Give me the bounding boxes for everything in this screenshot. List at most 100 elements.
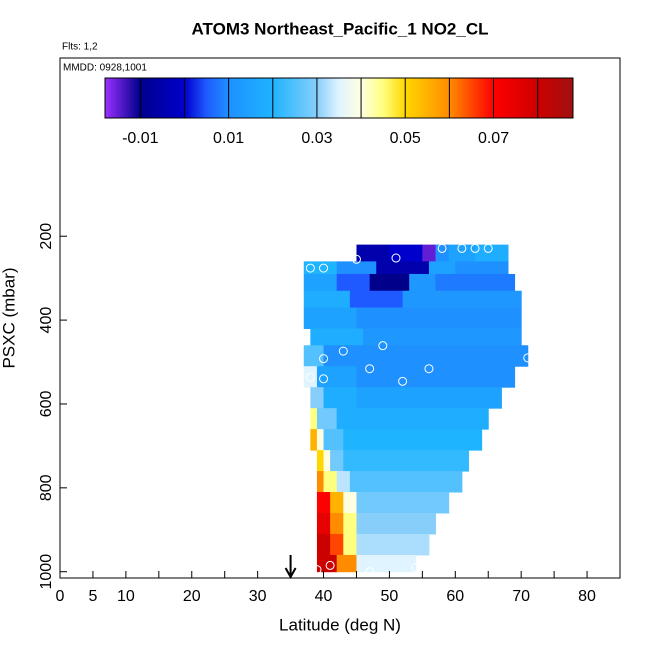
heat-cell	[316, 513, 331, 535]
plot-frame	[59, 57, 621, 579]
sample-point	[292, 270, 302, 280]
x-tick-label: 20	[183, 588, 201, 605]
heat-cell	[475, 244, 509, 262]
heat-cell	[316, 471, 325, 493]
sample-point	[325, 560, 335, 570]
y-tick-label: 800	[38, 474, 55, 501]
x-tick-label: 40	[315, 588, 333, 605]
heat-cell	[435, 244, 450, 262]
x-tick-label: 0	[56, 588, 65, 605]
heat-cell	[356, 307, 522, 329]
heat-cell	[336, 408, 489, 430]
heat-cell	[303, 273, 338, 292]
heat-cell	[310, 387, 325, 409]
flights-note: Flts: 1,2	[62, 42, 98, 53]
y-tick-label: 400	[38, 307, 55, 334]
colorbar-tick-label: 0.01	[213, 130, 244, 147]
sample-point	[319, 263, 329, 273]
heat-cell	[343, 492, 357, 514]
sample-point	[483, 243, 493, 253]
chart-title: ATOM3 Northeast_Pacific_1 NO2_CL	[192, 19, 489, 38]
heat-cell	[343, 429, 483, 451]
heat-cell	[316, 366, 357, 388]
sample-point	[365, 567, 375, 577]
heat-cell	[323, 450, 331, 472]
sample-point	[437, 243, 447, 253]
x-axis-label: Latitude (deg N)	[279, 615, 401, 634]
heat-cell	[389, 244, 423, 262]
heat-cell	[363, 328, 522, 346]
colorbar-tick-label: 0.03	[301, 130, 332, 147]
heat-cell	[336, 554, 357, 573]
x-tick-label: 70	[512, 588, 530, 605]
heat-cell	[336, 273, 371, 292]
heat-cell	[343, 533, 357, 556]
x-tick-label: 60	[446, 588, 464, 605]
heat-cell	[316, 408, 338, 430]
sample-point	[470, 243, 480, 253]
heat-cell	[330, 450, 344, 472]
sample-point	[338, 346, 348, 356]
heat-cell	[435, 273, 516, 292]
heat-cell	[448, 244, 476, 262]
sample-point	[319, 354, 329, 364]
heat-cell	[356, 492, 450, 514]
heat-cell	[316, 429, 325, 451]
sample-point	[319, 374, 329, 384]
heat-cell	[323, 471, 338, 493]
heat-cell	[303, 345, 325, 367]
y-axis-label: PSXC (mbar)	[0, 267, 18, 368]
heat-cell	[369, 273, 410, 292]
y-tick-label: 600	[38, 391, 55, 418]
heat-cell	[330, 533, 344, 556]
y-tick-label: 200	[38, 223, 55, 250]
sample-point	[312, 565, 322, 575]
heat-cell	[349, 471, 463, 493]
heat-cell	[356, 554, 417, 573]
y-tick-label: 1000	[38, 554, 55, 590]
heat-cell	[402, 290, 522, 309]
dates-note: MMDD: 0928,1001	[63, 63, 147, 74]
heat-cell	[336, 261, 377, 275]
heat-cell	[356, 366, 516, 388]
heat-cell	[330, 492, 344, 514]
sample-point	[305, 372, 315, 382]
sample-point	[457, 243, 467, 253]
heat-cell	[303, 290, 351, 309]
sample-point	[510, 243, 520, 253]
heat-cell	[428, 261, 456, 275]
heat-cell	[336, 471, 351, 493]
heat-cell	[376, 261, 430, 275]
heat-cell	[356, 513, 437, 535]
sample-point	[523, 353, 533, 363]
heat-cell	[422, 244, 437, 262]
heat-cell	[349, 290, 404, 309]
heat-cell	[316, 450, 325, 472]
heat-cell	[303, 261, 338, 275]
sample-point	[398, 376, 408, 386]
heat-cell	[356, 533, 430, 556]
heat-cell	[323, 429, 344, 451]
sample-point	[351, 254, 361, 264]
heat-cell	[316, 533, 331, 556]
sample-point	[365, 364, 375, 374]
heat-cell	[343, 513, 357, 535]
heat-cell	[310, 408, 318, 430]
x-tick-label: 30	[249, 588, 267, 605]
x-tick-label: 5	[88, 588, 97, 605]
sample-point	[391, 253, 401, 263]
sample-point	[305, 263, 315, 273]
sample-point	[411, 563, 421, 573]
heat-cell	[303, 366, 318, 388]
heat-cell	[455, 261, 509, 275]
heat-cell	[343, 450, 469, 472]
x-tick-label: 50	[381, 588, 399, 605]
heat-cell	[356, 244, 390, 262]
heat-cell	[323, 345, 529, 367]
x-tick-label: 80	[578, 588, 596, 605]
heat-cell	[356, 387, 502, 409]
heat-cell	[323, 387, 357, 409]
heat-cell	[330, 513, 344, 535]
